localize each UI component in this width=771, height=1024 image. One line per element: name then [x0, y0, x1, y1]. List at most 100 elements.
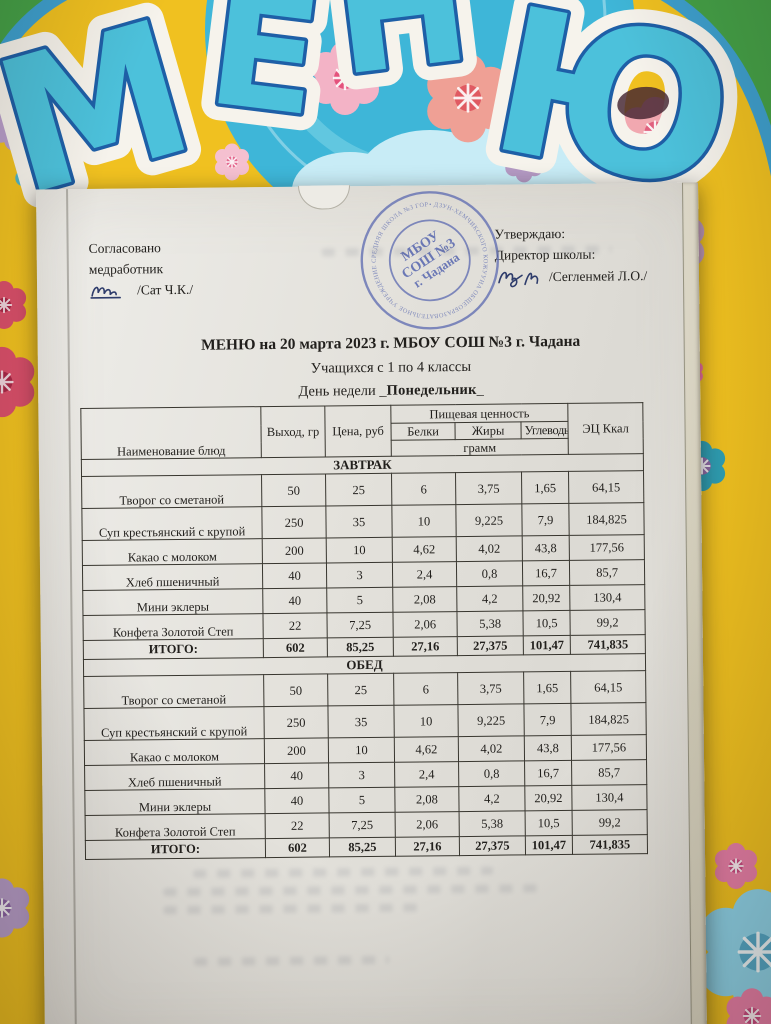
col-header-energy: ЭЦ Ккал [567, 402, 644, 455]
value-cell: 35 [325, 505, 393, 538]
sleeve-notch [297, 185, 351, 210]
value-cell: 85,7 [571, 759, 647, 786]
total-value-cell: 27,375 [457, 635, 524, 656]
total-value-cell: 85,25 [327, 637, 394, 657]
dish-cell: Творог со сметаной [81, 474, 262, 509]
bleedthrough-text [194, 955, 390, 966]
col-header-price: Цена, руб [324, 405, 392, 457]
value-cell: 20,92 [524, 785, 573, 811]
value-cell: 10 [326, 537, 393, 563]
col-header-fat: Жиры [454, 421, 522, 440]
approved-block: Утверждаю: Директор школы: /Сегленмей Л.… [494, 223, 647, 288]
dish-cell: Конфета Золотой Степ [82, 613, 264, 641]
director-signature [498, 271, 539, 288]
value-cell: 43,8 [522, 535, 570, 561]
total-value-cell: 741,835 [570, 634, 646, 655]
value-cell: 85,7 [569, 559, 645, 586]
value-cell: 64,15 [570, 670, 646, 704]
value-cell: 6 [391, 472, 456, 506]
value-cell: 43,8 [524, 735, 572, 761]
dish-cell: Мини эклеры [82, 588, 263, 616]
value-cell: 1,65 [521, 471, 569, 504]
value-cell: 4,2 [456, 585, 523, 612]
value-cell: 9,225 [455, 503, 523, 537]
value-cell: 5,38 [459, 810, 526, 837]
value-cell: 9,225 [457, 703, 525, 737]
value-cell: 250 [263, 705, 329, 739]
agreed-name: /Сат Ч.К./ [136, 281, 194, 298]
value-cell: 177,56 [571, 734, 647, 761]
value-cell: 130,4 [569, 584, 645, 611]
value-cell: 25 [327, 673, 394, 706]
value-cell: 2,08 [392, 586, 457, 613]
value-cell: 5,38 [456, 610, 524, 637]
value-cell: 25 [325, 473, 392, 506]
value-cell: 10 [393, 704, 459, 738]
total-label: ИТОГО: [85, 838, 266, 860]
value-cell: 2,06 [392, 611, 458, 638]
value-cell: 10,5 [525, 810, 573, 836]
value-cell: 184,825 [568, 502, 645, 536]
value-cell: 40 [264, 787, 330, 814]
svg-text:Е: Е [199, 0, 330, 152]
value-cell: 3 [328, 762, 395, 788]
agreed-line-2: медработник [88, 261, 164, 277]
sheet-left-edge [66, 189, 78, 1024]
menu-table-body: ЗАВТРАК Творог со сметаной 50 25 6 3,75 1,65 64… [81, 453, 648, 860]
value-cell: 200 [264, 737, 329, 764]
value-cell: 130,4 [571, 784, 648, 811]
value-cell: 10 [391, 504, 457, 538]
total-value-cell: 27,16 [393, 636, 458, 657]
value-cell: 35 [327, 705, 395, 738]
total-value-cell: 101,47 [525, 835, 573, 855]
total-value-cell: 27,16 [395, 836, 460, 857]
medworker-signature [90, 286, 121, 299]
value-cell: 10,5 [522, 610, 571, 636]
value-cell: 2,4 [392, 561, 457, 588]
dish-cell: Хлеб пшеничный [84, 763, 265, 791]
value-cell: 50 [263, 673, 328, 707]
value-cell: 3,75 [457, 671, 524, 705]
total-value-cell: 27,375 [459, 835, 526, 856]
value-cell: 20,92 [522, 585, 570, 611]
col-header-gram: грамм [391, 438, 569, 457]
total-value-cell: 101,47 [523, 635, 571, 655]
value-cell: 7,9 [521, 503, 570, 536]
dish-cell: Суп крестьянский с крупой [83, 706, 265, 741]
total-value-cell: 602 [263, 637, 328, 658]
value-cell: 64,15 [568, 470, 644, 504]
value-cell: 16,7 [524, 760, 572, 786]
bleedthrough-text [163, 903, 419, 915]
agreed-line-1: Согласовано [88, 240, 161, 256]
dish-cell: Конфета Золотой Степ [85, 813, 266, 841]
col-header-nutrition: Пищевая ценность [390, 403, 569, 424]
dish-cell: Мини эклеры [84, 788, 266, 816]
value-cell: 3,75 [455, 471, 522, 505]
value-cell: 4,62 [394, 736, 459, 763]
dish-cell: Какао с молоком [82, 538, 263, 566]
agreed-block: Согласовано медработник /Сат Ч.К./ [89, 238, 194, 302]
value-cell: 7,25 [329, 812, 396, 838]
value-cell: 5 [328, 787, 396, 813]
value-cell: 22 [262, 612, 328, 639]
col-header-output: Выход, гр [260, 405, 326, 458]
value-cell: 3 [326, 562, 393, 588]
value-cell: 184,825 [570, 702, 647, 736]
value-cell: 10 [328, 737, 395, 763]
value-cell: 4,2 [458, 785, 526, 812]
value-cell: 4,02 [458, 735, 525, 762]
menu-letter-n: Н Н [306, 0, 496, 129]
value-cell: 177,56 [569, 534, 645, 561]
value-cell: 99,2 [572, 809, 648, 836]
value-cell: 200 [262, 537, 327, 564]
menu-table: Наименование блюд Выход, гр Цена, руб Пи… [80, 402, 648, 860]
approved-line-1: Утверждаю: [494, 225, 566, 242]
bleedthrough-text [193, 866, 494, 878]
value-cell: 40 [264, 762, 329, 789]
value-cell: 1,65 [523, 671, 571, 704]
value-cell: 4,02 [456, 535, 523, 562]
value-cell: 7,9 [523, 703, 572, 736]
total-value-cell: 741,835 [572, 834, 648, 855]
col-header-protein: Белки [390, 422, 456, 441]
approved-name: /Сегленмей Л.О./ [548, 267, 648, 285]
